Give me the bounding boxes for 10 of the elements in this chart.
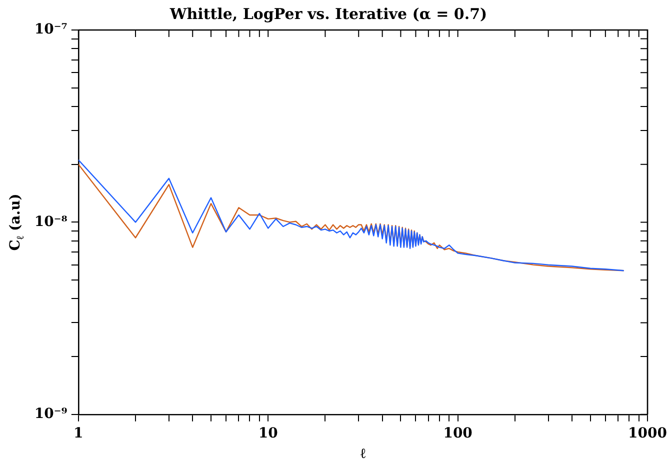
- x-axis-title: ℓ: [360, 446, 366, 462]
- y-tick-label: 10⁻⁷: [34, 22, 68, 38]
- x-tick-label: 1000: [628, 425, 668, 442]
- chart-title: Whittle, LogPer vs. Iterative (α = 0.7): [168, 4, 488, 23]
- x-tick-label: 10: [258, 425, 278, 442]
- y-tick-label: 10⁻⁹: [34, 406, 68, 422]
- x-tick-label: 100: [443, 425, 473, 442]
- y-axis-title: Cℓ (a.u): [8, 194, 26, 251]
- y-tick-label: 10⁻⁸: [34, 214, 68, 230]
- x-tick-label: 1: [74, 425, 84, 442]
